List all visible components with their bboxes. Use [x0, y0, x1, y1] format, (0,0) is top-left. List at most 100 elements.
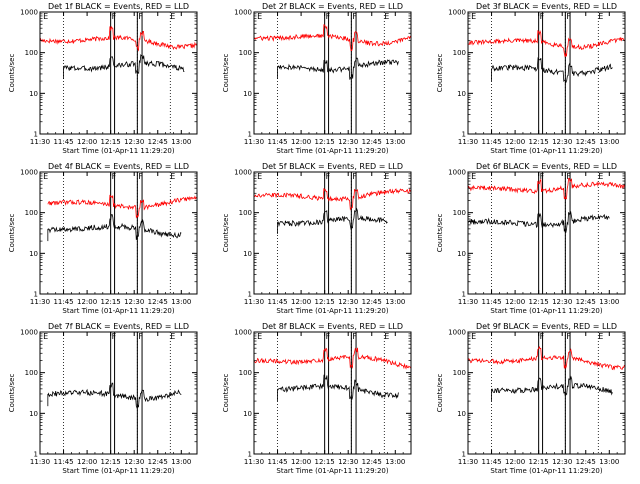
flag-label: F	[138, 172, 143, 181]
lld-series-line	[467, 29, 626, 57]
panel-title: Det 7f BLACK = Events, RED = LLD	[48, 322, 189, 331]
flag-label: F	[138, 12, 143, 21]
y-tick-label: 100	[453, 209, 466, 217]
y-tick-label: 10	[29, 250, 38, 258]
edge-flag-label: E	[43, 12, 48, 21]
events-series-line	[491, 375, 613, 397]
x-tick-label: 12:00	[77, 138, 97, 146]
flag-span-box	[110, 331, 116, 455]
x-tick-label: 12:45	[362, 458, 382, 466]
x-tick-label: 12:00	[291, 138, 311, 146]
x-axis-label: Start Time (01-Apr-11 11:29:20)	[490, 307, 602, 315]
x-tick-label: 12:30	[552, 138, 572, 146]
x-tick-label: 12:15	[101, 138, 121, 146]
flag-span-box	[110, 171, 116, 295]
flag-span-box	[564, 171, 571, 295]
y-tick-label: 10	[243, 250, 252, 258]
y-tick-label: 1000	[448, 169, 466, 177]
x-tick-label: 12:15	[315, 138, 335, 146]
y-tick-label: 100	[239, 369, 252, 377]
x-tick-label: 13:00	[385, 458, 405, 466]
flag-label: F	[112, 12, 117, 21]
events-series-line	[467, 210, 610, 233]
x-tick-label: 12:00	[77, 458, 97, 466]
x-tick-label: 11:30	[30, 138, 50, 146]
x-tick-label: 11:45	[267, 138, 287, 146]
x-tick-label: 12:45	[576, 458, 596, 466]
x-tick-label: 12:00	[505, 138, 525, 146]
y-tick-label: 100	[239, 209, 252, 217]
y-tick-label: 1000	[234, 329, 252, 337]
edge-flag-label: E	[170, 172, 175, 181]
panel-7: Det 7f BLACK = Events, RED = LLD Counts/s…	[8, 322, 198, 475]
flag-span-box	[350, 11, 357, 135]
x-tick-label: 12:30	[124, 298, 144, 306]
panel-title: Det 8f BLACK = Events, RED = LLD	[262, 322, 403, 331]
x-tick-label: 11:45	[481, 458, 501, 466]
edge-flag-label: E	[471, 12, 476, 21]
y-tick-label: 10	[457, 410, 466, 418]
panel-title: Det 4f BLACK = Events, RED = LLD	[48, 162, 189, 171]
flag-label: F	[540, 12, 545, 21]
x-tick-label: 13:00	[599, 298, 619, 306]
flag-label: F	[540, 172, 545, 181]
x-tick-label: 11:30	[30, 298, 50, 306]
y-tick-label: 100	[453, 49, 466, 57]
y-axis-label: Counts/sec	[8, 214, 16, 253]
x-tick-label: 13:00	[385, 298, 405, 306]
flag-label: F	[566, 332, 571, 341]
panel-title: Det 2f BLACK = Events, RED = LLD	[262, 2, 403, 11]
x-tick-label: 12:30	[338, 138, 358, 146]
x-tick-label: 11:30	[244, 458, 264, 466]
flag-span-box	[350, 331, 357, 455]
events-series-line	[277, 374, 399, 400]
x-tick-label: 12:15	[529, 458, 549, 466]
x-tick-label: 12:45	[148, 458, 168, 466]
y-tick-label: 10	[457, 90, 466, 98]
edge-flag-label: E	[43, 172, 48, 181]
x-tick-label: 11:45	[53, 138, 73, 146]
x-tick-label: 12:30	[124, 458, 144, 466]
y-axis-label: Counts/sec	[436, 214, 444, 253]
x-tick-label: 11:30	[458, 138, 478, 146]
x-tick-label: 11:45	[267, 298, 287, 306]
flag-span-box	[136, 171, 143, 295]
x-tick-label: 11:45	[481, 138, 501, 146]
edge-flag-label: E	[384, 172, 389, 181]
x-tick-label: 12:30	[338, 298, 358, 306]
x-tick-label: 13:00	[599, 138, 619, 146]
flag-label: F	[326, 332, 331, 341]
flag-span-box	[538, 11, 544, 135]
x-axis-label: Start Time (01-Apr-11 11:29:20)	[62, 147, 174, 155]
flag-label: F	[326, 12, 331, 21]
x-tick-label: 12:45	[362, 298, 382, 306]
flag-span-box	[564, 331, 571, 455]
x-tick-label: 12:15	[315, 458, 335, 466]
x-axis-label: Start Time (01-Apr-11 11:29:20)	[276, 467, 388, 475]
edge-flag-label: E	[257, 172, 262, 181]
x-tick-label: 12:45	[148, 138, 168, 146]
edge-flag-label: E	[598, 12, 603, 21]
lld-series-line	[467, 345, 626, 371]
panel-title: Det 1f BLACK = Events, RED = LLD	[48, 2, 189, 11]
x-tick-label: 13:00	[171, 138, 191, 146]
events-series-line	[277, 207, 388, 230]
flag-label: F	[540, 332, 545, 341]
edge-flag-label: E	[598, 172, 603, 181]
y-tick-label: 1000	[20, 329, 38, 337]
x-tick-label: 11:30	[244, 138, 264, 146]
y-tick-label: 1000	[20, 9, 38, 17]
x-tick-label: 12:00	[291, 298, 311, 306]
x-tick-label: 12:15	[529, 298, 549, 306]
lld-series-line	[47, 194, 198, 219]
y-axis-label: Counts/sec	[222, 214, 230, 253]
flag-label: F	[112, 172, 117, 181]
lld-series-line	[39, 25, 198, 52]
lld-series-line	[253, 188, 412, 211]
x-tick-label: 12:30	[338, 458, 358, 466]
x-tick-label: 12:30	[124, 138, 144, 146]
flag-label: F	[352, 12, 357, 21]
lld-series-line	[467, 177, 626, 200]
